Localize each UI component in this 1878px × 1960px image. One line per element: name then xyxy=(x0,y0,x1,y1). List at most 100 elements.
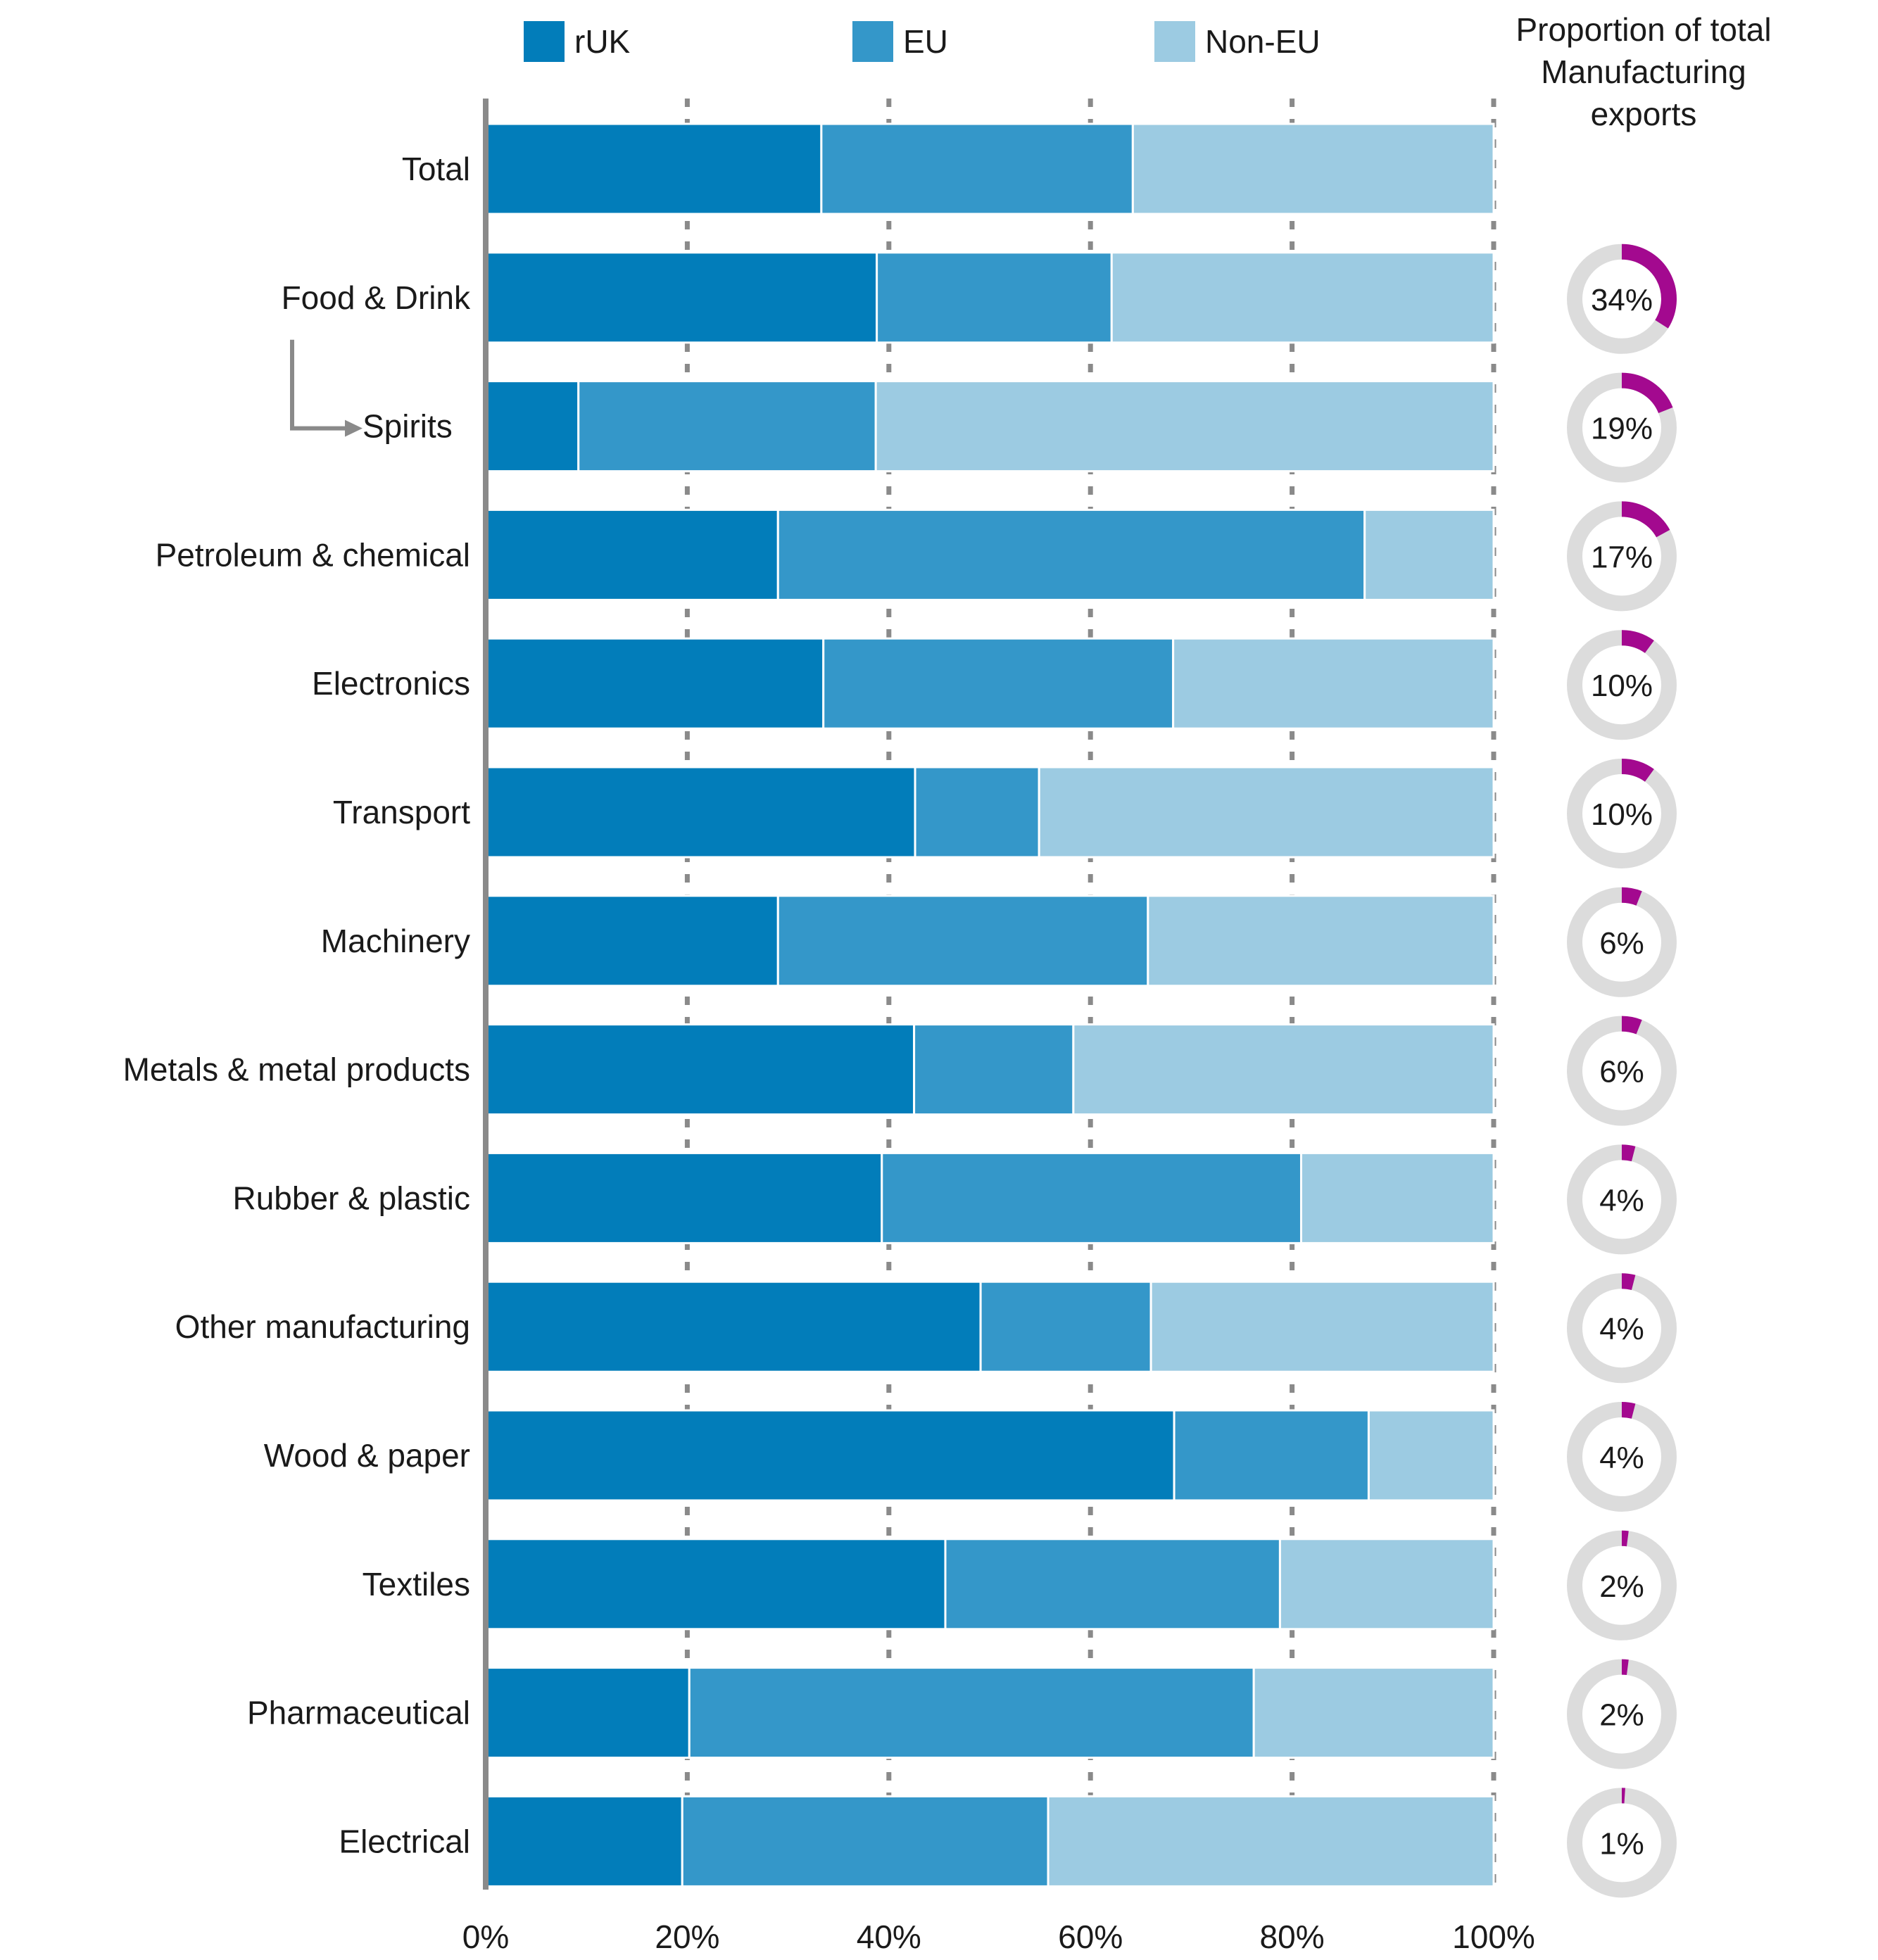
bar-eu-petroleum-and-chemical xyxy=(776,508,1366,601)
share-panel-title: Manufacturing xyxy=(1541,53,1746,90)
bar-non-eu-wood-and-paper xyxy=(1367,1409,1495,1502)
bar-ruk-textiles xyxy=(484,1538,947,1631)
category-label: Petroleum & chemical xyxy=(156,536,470,573)
bar-non-eu-petroleum-and-chemical xyxy=(1363,508,1495,601)
donut-label-electronics: 10% xyxy=(1591,669,1653,703)
category-label: Food & Drink xyxy=(282,279,471,316)
donut-label-other-manufacturing: 4% xyxy=(1599,1312,1644,1346)
axes: 0% 20% 40% 60% 80% 100% xyxy=(462,99,1535,1955)
bar-non-eu-pharmaceutical xyxy=(1252,1667,1495,1759)
legend-swatch-ruk xyxy=(524,21,565,62)
bar-ruk-electronics xyxy=(484,637,825,730)
bar-eu-wood-and-paper xyxy=(1173,1409,1370,1502)
category-label: Electronics xyxy=(312,665,470,702)
bar-eu-metals-and-metal-products xyxy=(913,1023,1075,1116)
sub-category-arrow xyxy=(290,339,348,431)
bar-eu-food-and-drink xyxy=(876,251,1113,344)
bar-ruk-metals-and-metal-products xyxy=(484,1023,916,1116)
category-label: Transport xyxy=(333,794,470,830)
category-labels: Total Food & Drink Spirits Petroleum & chem… xyxy=(123,151,471,1859)
donut-arc-rubber-and-plastic xyxy=(1621,1144,1636,1162)
bar-non-eu-spirits xyxy=(874,380,1495,473)
bar-eu-pharmaceutical xyxy=(688,1667,1255,1759)
bar-non-eu-machinery xyxy=(1147,894,1495,987)
donut-arc-machinery xyxy=(1621,887,1642,906)
donut-label-food-and-drink: 34% xyxy=(1591,283,1653,317)
donut-arc-transport xyxy=(1621,759,1654,782)
donut-arc-textiles xyxy=(1621,1530,1629,1547)
category-label: Rubber & plastic xyxy=(233,1180,471,1216)
bar-ruk-spirits xyxy=(484,380,580,473)
bar-ruk-electrical xyxy=(484,1795,683,1888)
bar-ruk-machinery xyxy=(484,894,779,987)
category-label: Electrical xyxy=(339,1823,470,1859)
donut-label-spirits: 19% xyxy=(1591,412,1653,446)
category-label: Wood & paper xyxy=(264,1437,470,1474)
sub-category-arrowhead xyxy=(345,419,363,437)
bar-eu-rubber-and-plastic xyxy=(881,1151,1302,1244)
bar-non-eu-textiles xyxy=(1278,1538,1495,1631)
donut-label-rubber-and-plastic: 4% xyxy=(1599,1183,1644,1218)
legend-label-eu: EU xyxy=(903,23,948,60)
donut-label-machinery: 6% xyxy=(1599,926,1644,961)
donut-label-petroleum-and-chemical: 17% xyxy=(1591,540,1653,574)
donut-arc-wood-and-paper xyxy=(1621,1401,1636,1419)
donut-label-transport: 10% xyxy=(1591,797,1653,832)
donut-arc-petroleum-and-chemical xyxy=(1621,501,1670,538)
x-tick-label: 60% xyxy=(1058,1918,1123,1955)
bar-eu-machinery xyxy=(776,894,1149,987)
donut-arc-electronics xyxy=(1621,630,1654,654)
bar-non-eu-metals-and-metal-products xyxy=(1072,1023,1495,1116)
donut-arc-spirits xyxy=(1621,372,1673,414)
legend-swatch-eu xyxy=(852,21,893,62)
legend-swatch-non-eu xyxy=(1154,21,1195,62)
bar-non-eu-electronics xyxy=(1172,637,1495,730)
share-panel-title: exports xyxy=(1591,96,1697,132)
bar-eu-electronics xyxy=(822,637,1175,730)
x-tick-label: 20% xyxy=(655,1918,719,1955)
bar-ruk-other-manufacturing xyxy=(484,1280,982,1373)
bar-ruk-rubber-and-plastic xyxy=(484,1151,883,1244)
donut-arc-food-and-drink xyxy=(1621,244,1677,329)
share-panel-title: Proportion of total xyxy=(1515,11,1771,48)
donut-label-wood-and-paper: 4% xyxy=(1599,1441,1644,1475)
legend-label-non-eu: Non-EU xyxy=(1205,23,1321,60)
x-tick-label: 100% xyxy=(1452,1918,1535,1955)
category-label: Other manufacturing xyxy=(175,1308,470,1345)
bar-eu-transport xyxy=(914,766,1040,859)
share-panel: Proportion of total Manufacturing exports 3… xyxy=(1515,11,1772,1898)
bar-eu-other-manufacturing xyxy=(979,1280,1152,1373)
donut-label-metals-and-metal-products: 6% xyxy=(1599,1055,1644,1089)
bar-non-eu-transport xyxy=(1038,766,1495,859)
legend-label-ruk: rUK xyxy=(574,23,631,60)
x-tick-label: 40% xyxy=(857,1918,921,1955)
bar-non-eu-electrical xyxy=(1047,1795,1495,1888)
legend: rUK EU Non-EU xyxy=(524,21,1321,62)
donut-arc-other-manufacturing xyxy=(1621,1273,1636,1291)
bars xyxy=(484,122,1495,1888)
bar-eu-electrical xyxy=(681,1795,1050,1888)
bar-eu-total xyxy=(820,122,1134,215)
bar-ruk-pharmaceutical xyxy=(484,1667,691,1759)
category-label: Machinery xyxy=(321,923,470,959)
bar-non-eu-food-and-drink xyxy=(1110,251,1495,344)
bar-eu-textiles xyxy=(944,1538,1281,1631)
bar-non-eu-total xyxy=(1131,122,1495,215)
x-tick-label: 80% xyxy=(1260,1918,1325,1955)
bar-ruk-food-and-drink xyxy=(484,251,878,344)
category-label: Textiles xyxy=(363,1566,470,1602)
category-label: Total xyxy=(402,151,470,187)
bar-non-eu-other-manufacturing xyxy=(1149,1280,1495,1373)
category-label: Metals & metal products xyxy=(123,1051,470,1088)
x-tick-label: 0% xyxy=(462,1918,509,1955)
donut-arc-pharmaceutical xyxy=(1621,1659,1629,1676)
bar-ruk-transport xyxy=(484,766,916,859)
donut-label-pharmaceutical: 2% xyxy=(1599,1698,1644,1733)
donut-label-textiles: 2% xyxy=(1599,1569,1644,1604)
bar-eu-spirits xyxy=(577,380,877,473)
bar-ruk-petroleum-and-chemical xyxy=(484,508,779,601)
category-label: Spirits xyxy=(363,408,453,445)
bar-ruk-total xyxy=(484,122,823,215)
donut-arc-metals-and-metal-products xyxy=(1621,1016,1642,1035)
bar-ruk-wood-and-paper xyxy=(484,1409,1176,1502)
